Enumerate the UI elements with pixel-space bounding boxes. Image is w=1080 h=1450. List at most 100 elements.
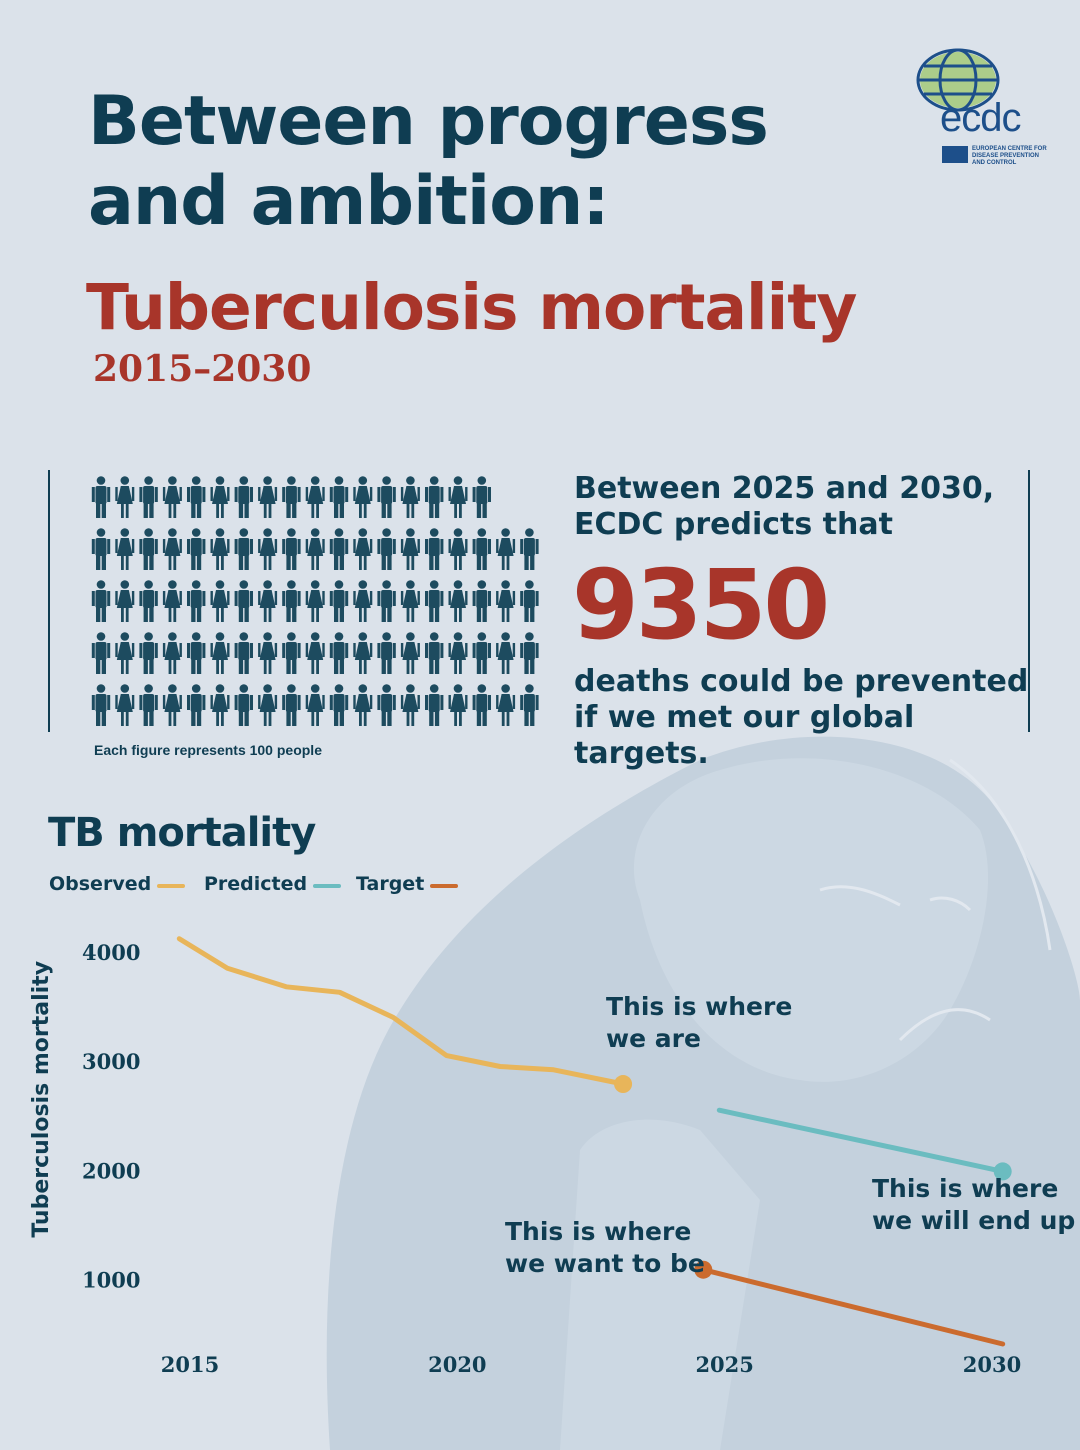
person-icon [210, 684, 230, 726]
person-icon [305, 580, 325, 622]
y-tick-label: 2000 [82, 1158, 140, 1183]
person-icon [448, 632, 468, 674]
person-icon [400, 476, 420, 518]
divider-right [1028, 470, 1030, 732]
person-icon [329, 632, 349, 674]
observed-end-point [614, 1075, 633, 1094]
predicted-series-line [716, 1107, 1006, 1174]
person-icon [162, 632, 182, 674]
person-icon [139, 632, 158, 674]
person-icon [472, 528, 491, 570]
person-icon [282, 476, 301, 518]
person-icon [520, 528, 539, 570]
person-icon [187, 632, 206, 674]
person-icon [472, 476, 491, 518]
person-icon [496, 684, 516, 726]
person-icon [353, 528, 373, 570]
person-icon [329, 528, 349, 570]
person-icon [115, 476, 135, 518]
eu-flag [942, 146, 968, 163]
person-icon [400, 684, 420, 726]
person-icon [139, 476, 158, 518]
person-icon [258, 684, 278, 726]
person-icon [377, 476, 396, 518]
globe-icon [916, 48, 1000, 112]
ecdc-logo: ecdc EUROPEAN CENTRE FOR DISEASE PREVENT… [912, 48, 1052, 173]
person-icon [377, 528, 396, 570]
person-icon [234, 684, 253, 726]
stat-tail-line-2: if we met our global targets. [574, 700, 915, 771]
person-icon [91, 528, 111, 570]
x-tick-label: 2025 [695, 1352, 753, 1377]
person-icon [425, 476, 444, 518]
person-icon [91, 632, 111, 674]
legend-predicted-swatch [313, 884, 342, 888]
person-icon [496, 580, 516, 622]
y-tick-label: 3000 [82, 1049, 140, 1074]
person-icon [353, 580, 373, 622]
person-icon [115, 684, 135, 726]
person-icon [400, 528, 420, 570]
legend-predicted-label: Predicted [204, 873, 308, 895]
person-icon [91, 580, 111, 622]
person-icon [234, 476, 253, 518]
x-tick-label: 2030 [963, 1352, 1021, 1377]
chart-annotation: This is where we are [606, 992, 792, 1053]
person-icon [258, 528, 278, 570]
stat-lead-text: Between 2025 and 2030, ECDC predicts tha… [574, 471, 1024, 543]
person-icon [305, 476, 325, 518]
person-icon [305, 684, 325, 726]
person-icon [448, 528, 468, 570]
target-series-line [700, 1267, 1006, 1347]
person-icon [187, 684, 206, 726]
person-icon [353, 476, 373, 518]
title-line-2: and ambition: [88, 162, 610, 241]
person-icon [139, 528, 158, 570]
person-icon [329, 476, 349, 518]
person-icon [305, 528, 325, 570]
person-icon [448, 580, 468, 622]
person-icon [472, 632, 491, 674]
predicted-end-point [993, 1162, 1012, 1181]
person-icon [187, 580, 206, 622]
legend-target-swatch [430, 884, 459, 888]
person-icon [400, 580, 420, 622]
person-icon [139, 684, 158, 726]
person-icon [162, 528, 182, 570]
person-icon [187, 476, 206, 518]
legend-observed-label: Observed [49, 873, 152, 895]
stat-tail-text: deaths could be prevented if we met our … [574, 664, 1034, 772]
person-icon [329, 580, 349, 622]
person-icon [282, 580, 301, 622]
person-icon [162, 684, 182, 726]
stat-lead-line-2: ECDC predicts that [574, 507, 893, 542]
person-icon [425, 684, 444, 726]
chart-annotation: This is where we want to be [505, 1217, 705, 1278]
person-icon [282, 632, 301, 674]
logo-subtext: EUROPEAN CENTRE FOR DISEASE PREVENTION A… [972, 146, 1047, 166]
person-icon [400, 632, 420, 674]
stat-tail-line-1: deaths could be prevented [574, 664, 1029, 699]
person-icon [282, 684, 301, 726]
person-icon [448, 476, 468, 518]
person-icon [187, 528, 206, 570]
page-subtitle: Tuberculosis mortality [86, 271, 857, 344]
y-axis-label: Tuberculosis mortality [29, 961, 54, 1238]
tb-mortality-chart: Tuberculosis mortality 1000 2000 3000 4000 20… [29, 936, 1075, 1377]
legend-observed-swatch [157, 884, 186, 888]
title-line-1: Between progress [88, 82, 769, 161]
person-icon [210, 580, 230, 622]
person-icon [115, 580, 135, 622]
person-icon [496, 632, 516, 674]
target-start-point [694, 1260, 713, 1279]
x-tick-label: 2015 [161, 1352, 219, 1377]
stat-number: 9350 [572, 549, 830, 661]
people-pictogram [91, 476, 539, 726]
person-icon [258, 580, 278, 622]
legend-observed: Observed [49, 870, 186, 898]
stat-lead-line-1: Between 2025 and 2030, [574, 471, 995, 506]
person-icon [520, 632, 539, 674]
person-icon [139, 580, 158, 622]
chart-annotation: This is where we will end up [872, 1174, 1075, 1235]
